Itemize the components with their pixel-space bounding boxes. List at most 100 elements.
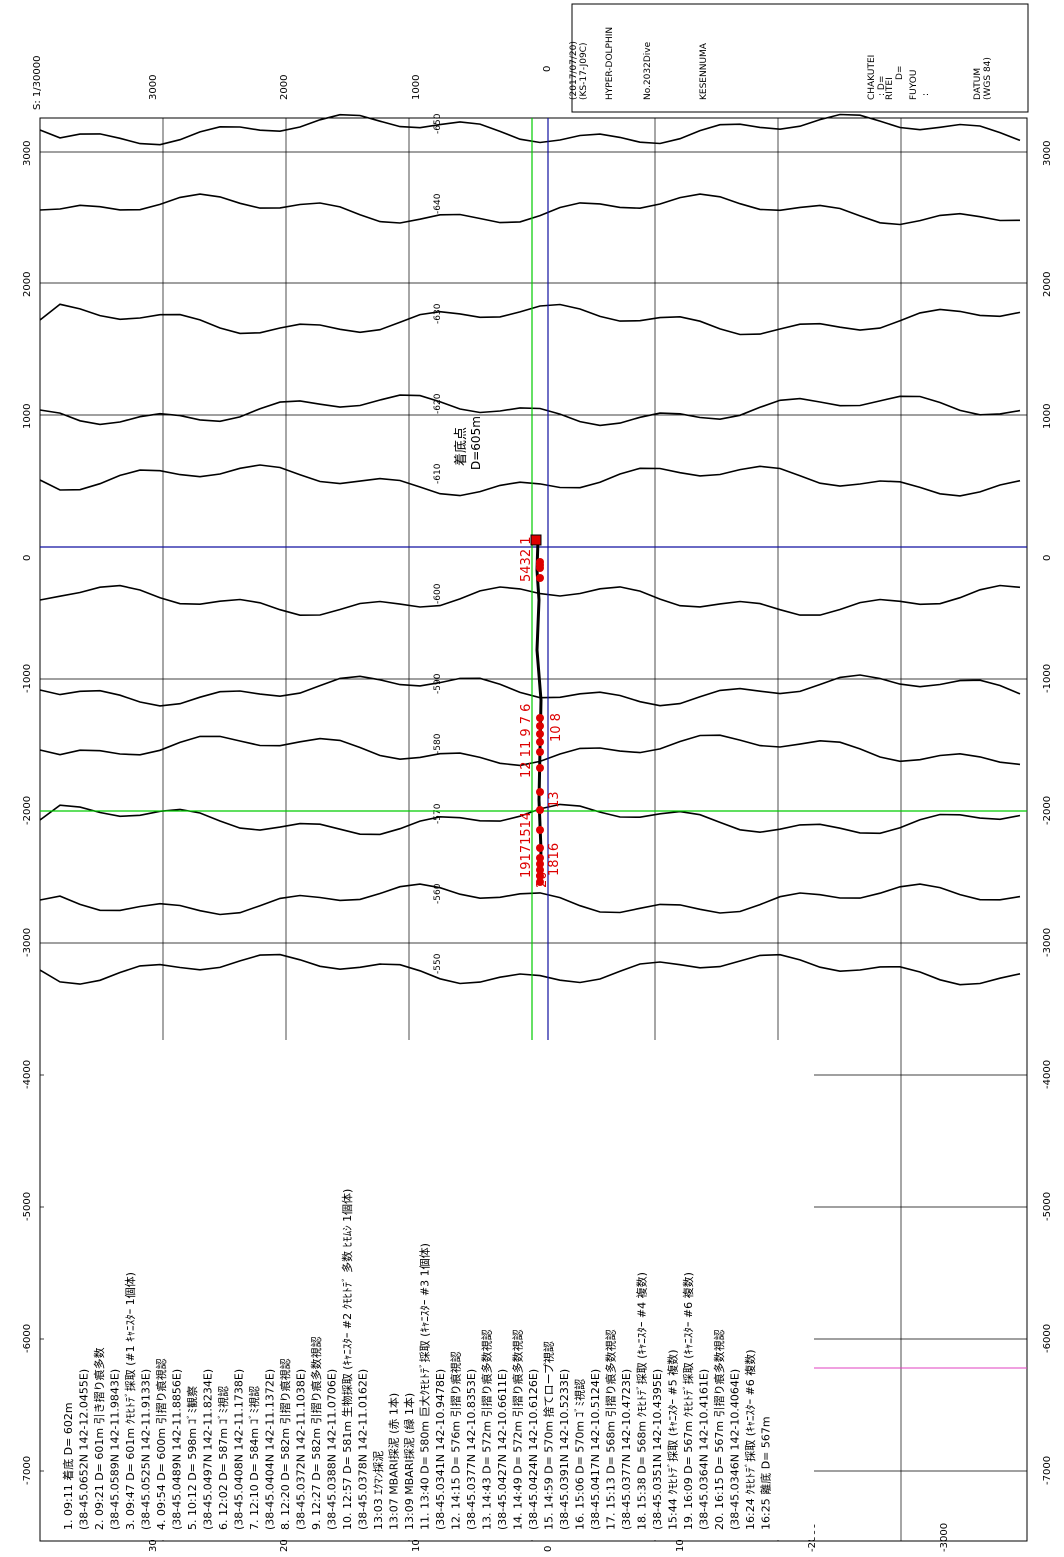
left-tick-9: -6000	[22, 1324, 33, 1353]
log-line-43: (38-45.0346N 142-10.4064E)	[729, 1369, 742, 1530]
log-line-44: 16:24 ｸﾓﾋﾄﾃﾞ採取 (ｷｬﾆｽﾀｰ #6 複数)	[743, 1350, 757, 1530]
contour-label-7: -580	[433, 733, 443, 754]
log-line-14: 8. 12:20 D= 582m 引摺り痕視認	[278, 1358, 292, 1530]
contour-label-10: -550	[433, 953, 443, 974]
station-label-16-18: 1816	[547, 843, 562, 876]
log-line-5: (38-45.0525N 142-11.9133E)	[140, 1369, 153, 1530]
log-line-12: 7. 12:10 D= 584m ｺﾞﾐ視認	[247, 1386, 261, 1530]
top-tick-0: 3000	[148, 75, 159, 100]
info-texts: (2017/07/20) (KS-17-J09C) HYPER-DOLPHIN …	[569, 27, 993, 100]
info-cruise: (KS-17-J09C)	[579, 43, 589, 100]
log-panel	[44, 1040, 814, 1540]
dive-track	[530, 534, 544, 886]
log-line-33: 16. 15:06 D= 570m ｺﾞﾐ視認	[573, 1379, 587, 1530]
contour-line-5	[39, 584, 1021, 617]
log-line-31: 15. 14:59 D= 570m 捨てロープ視認	[542, 1341, 556, 1530]
contour-label-9: -560	[433, 883, 443, 904]
landing-marker	[530, 534, 542, 546]
contour-label-4: -610	[433, 463, 443, 484]
station-marker-17	[536, 860, 544, 868]
right-tick-7: -4000	[1042, 1060, 1053, 1089]
log-line-42: 20. 16:15 D= 567m 引摺り痕多数視認	[712, 1329, 726, 1530]
reference-axes	[40, 118, 1027, 1369]
station-marker-12	[536, 788, 544, 796]
right-tick-8: -5000	[1042, 1192, 1053, 1221]
info-fuyou-sep: :	[921, 93, 931, 96]
contour-line-7	[39, 734, 1021, 767]
left-tick-4: -1000	[22, 664, 33, 693]
scale-label: S: 1/30000	[32, 56, 43, 110]
log-line-16: 9. 12:27 D= 582m 引摺り痕多数視認	[309, 1336, 323, 1530]
info-ritei-d: D=	[895, 66, 905, 80]
left-tick-5: -2000	[22, 796, 33, 825]
log-line-35: 17. 15:13 D= 568m 引摺り痕多数視認	[604, 1329, 618, 1530]
log-line-19: (38-45.0378N 142-11.0162E)	[357, 1369, 370, 1530]
contour-label-2: -630	[433, 303, 443, 324]
landing-depth-label: D=605m	[469, 416, 483, 470]
contour-line-6	[39, 674, 1021, 707]
log-line-8: 5. 10:12 D= 598m ｺﾞﾐ観察	[185, 1386, 199, 1530]
station-marker-18	[536, 866, 544, 874]
right-tick-0: 3000	[1042, 141, 1053, 166]
info-date: (2017/07/20)	[569, 41, 579, 100]
log-line-25: 12. 14:15 D= 576m 引摺り痕視認	[449, 1351, 463, 1530]
station-marker-15	[536, 844, 544, 852]
info-chakutei: CHAKUTEI	[867, 55, 877, 100]
log-line-34: (38-45.0417N 142-10.5124E)	[589, 1369, 602, 1530]
bottom-tick-3: 0	[543, 1546, 554, 1552]
right-tick-5: -2000	[1042, 796, 1053, 825]
log-line-32: (38-45.0391N 142-10.5233E)	[558, 1369, 571, 1530]
station-marker-6	[536, 714, 544, 722]
station-marker-11	[536, 764, 544, 772]
right-tick-6: -3000	[1042, 928, 1053, 957]
info-datum-val: (WGS 84)	[983, 57, 993, 100]
station-labels: 5432 1 12 11 9 7 6 10 8 19171514 13 1816…	[519, 537, 564, 889]
station-marker-5	[536, 574, 544, 582]
contour-line-1	[39, 193, 1021, 226]
contour-label-0: -650	[433, 113, 443, 134]
log-line-15: (38-45.0372N 142-11.1038E)	[295, 1369, 308, 1530]
contour-label-1: -640	[433, 193, 443, 214]
left-tick-1: 2000	[22, 272, 33, 297]
right-tick-10: -7000	[1042, 1456, 1053, 1485]
log-line-38: (38-45.0351N 142-10.4395E)	[651, 1369, 664, 1530]
log-line-45: 16:25 離底 D= 567m	[759, 1416, 773, 1530]
log-line-13: (38-45.0404N 142-11.1372E)	[264, 1369, 277, 1530]
log-line-29: 14. 14:49 D= 572m 引摺り痕多数視認	[511, 1329, 525, 1530]
landing-point-label: 着底点	[453, 427, 469, 466]
log-line-22: 13:09 MBARI採泥 (緑 1本)	[402, 1393, 416, 1530]
log-line-21: 13:07 MBARI採泥 (赤 1本)	[387, 1393, 401, 1530]
log-line-18: 10. 12:57 D= 581m 生物採取 (ｷｬﾆｽﾀｰ #2 ｸﾓﾋﾄﾃﾞ…	[340, 1189, 354, 1530]
station-label-20: 20	[535, 871, 550, 888]
station-marker-19	[536, 872, 544, 880]
contour-line-2	[39, 303, 1021, 336]
contour-line-4	[39, 464, 1021, 497]
log-line-36: (38-45.0377N 142-10.4723E)	[620, 1369, 633, 1530]
contour-line-9	[39, 883, 1021, 916]
log-line-41: (38-45.0364N 142-10.4161E)	[698, 1369, 711, 1530]
contour-line-3	[39, 394, 1021, 427]
log-line-7: (38-45.0489N 142-11.8856E)	[171, 1369, 184, 1530]
station-marker-9	[536, 738, 544, 746]
left-tick-8: -5000	[22, 1192, 33, 1221]
log-line-11: (38-45.0408N 142-11.1738E)	[233, 1369, 246, 1530]
log-line-0: 1. 09:11 着底 D= 602m	[61, 1402, 75, 1530]
log-line-17: (38-45.0388N 142-11.0706E)	[326, 1369, 339, 1530]
contour-label-3: -620	[433, 393, 443, 414]
top-tick-1: 2000	[279, 75, 290, 100]
station-label-13: 13	[547, 791, 562, 808]
log-line-40: 19. 16:09 D= 567m ｸﾓﾋﾄﾃﾞ採取 (ｷｬﾆｽﾀｰ #6 複数…	[681, 1272, 695, 1530]
log-line-9: (38-45.0497N 142-11.8234E)	[202, 1369, 215, 1530]
left-tick-7: -4000	[22, 1060, 33, 1089]
contour-label-8: -570	[433, 803, 443, 824]
contour-label-5: -600	[433, 583, 443, 604]
station-marker-14	[536, 826, 544, 834]
contour-label-6: -590	[433, 673, 443, 694]
log-line-39: 15:44 ｸﾓﾋﾄﾃﾞ採取 (ｷｬﾆｽﾀｰ #5 複数)	[666, 1350, 680, 1530]
station-marker-16	[536, 854, 544, 862]
log-line-1: (38-45.0652N 142-12.0455E)	[78, 1369, 91, 1530]
station-marker-10	[536, 748, 544, 756]
info-box	[571, 3, 1029, 113]
top-tick-2: 1000	[411, 75, 422, 100]
station-label-1-5: 5432 1	[519, 537, 534, 583]
